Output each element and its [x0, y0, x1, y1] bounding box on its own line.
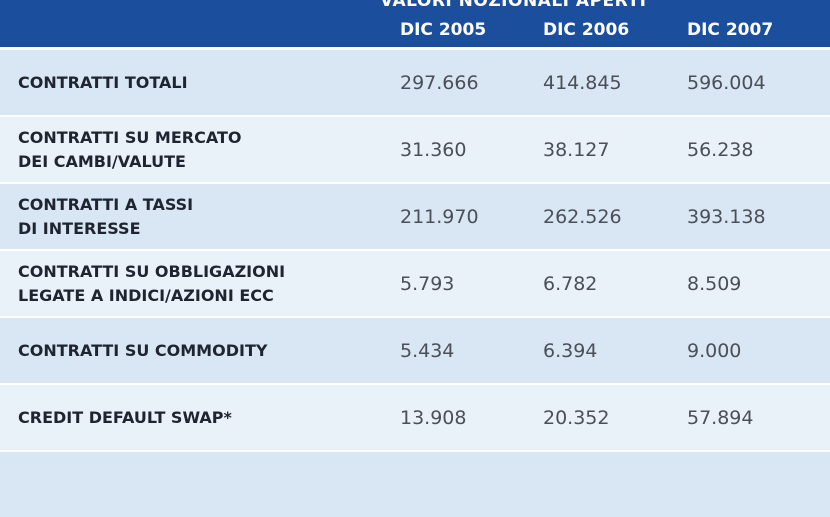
cell-value: 5.434 [400, 339, 455, 362]
cell-value: 38.127 [543, 138, 610, 161]
cell-value: 13.908 [400, 406, 467, 429]
table-row: CONTRATTI TOTALI 297.666 414.845 596.004 [0, 50, 830, 115]
table-row [0, 452, 830, 517]
label-line: CONTRATTI A TASSI [18, 194, 194, 214]
label-line: DEI CAMBI/VALUTE [18, 151, 186, 171]
cell-value: 297.666 [400, 71, 479, 94]
label-line: CONTRATTI SU MERCATO [18, 127, 242, 147]
label-line: CONTRATTI SU COMMODITY [18, 340, 268, 360]
label-line: CONTRATTI SU OBBLIGAZIONI [18, 261, 286, 281]
row-label: CONTRATTI A TASSI DI INTERESSE [18, 184, 193, 249]
label-line: CREDIT DEFAULT SWAP* [18, 407, 232, 427]
cell-value: 262.526 [543, 205, 622, 228]
label-line: LEGATE A INDICI/AZIONI ECC [18, 285, 274, 305]
label-line: CONTRATTI TOTALI [18, 72, 188, 92]
cell-value: 31.360 [400, 138, 467, 161]
column-header: DIC 2006 [543, 20, 630, 40]
row-label: CONTRATTI SU MERCATO DEI CAMBI/VALUTE [18, 117, 241, 182]
table-row: CONTRATTI SU OBBLIGAZIONI LEGATE A INDICI… [0, 251, 830, 316]
cell-value: 9.000 [687, 339, 742, 362]
row-label: CONTRATTI SU OBBLIGAZIONI LEGATE A INDICI… [18, 251, 285, 316]
cell-value: 414.845 [543, 71, 622, 94]
cell-value: 596.004 [687, 71, 766, 94]
column-header: DIC 2007 [687, 20, 774, 40]
cell-value: 8.509 [687, 272, 742, 295]
label-line: DI INTERESSE [18, 218, 141, 238]
row-label: CONTRATTI TOTALI [18, 50, 188, 115]
table-row: CREDIT DEFAULT SWAP* 13.908 20.352 57.894 [0, 385, 830, 450]
cell-value: 6.394 [543, 339, 598, 362]
super-header: VALORI NOZIONALI APERTI [380, 0, 647, 11]
row-label: CONTRATTI SU COMMODITY [18, 318, 267, 383]
table-row: CONTRATTI A TASSI DI INTERESSE 211.970 262.… [0, 184, 830, 249]
cell-value: 20.352 [543, 406, 610, 429]
cell-value: 211.970 [400, 205, 479, 228]
cell-value: 56.238 [687, 138, 754, 161]
table-row: CONTRATTI SU COMMODITY 5.434 6.394 9.000 [0, 318, 830, 383]
table-row: CONTRATTI SU MERCATO DEI CAMBI/VALUTE 31.3… [0, 117, 830, 182]
cell-value: 393.138 [687, 205, 766, 228]
row-label: CREDIT DEFAULT SWAP* [18, 385, 232, 450]
cell-value: 6.782 [543, 272, 598, 295]
table-header: VALORI NOZIONALI APERTI DIC 2005 DIC 2006… [0, 0, 830, 47]
cell-value: 5.793 [400, 272, 455, 295]
column-header: DIC 2005 [400, 20, 487, 40]
cell-value: 57.894 [687, 406, 754, 429]
